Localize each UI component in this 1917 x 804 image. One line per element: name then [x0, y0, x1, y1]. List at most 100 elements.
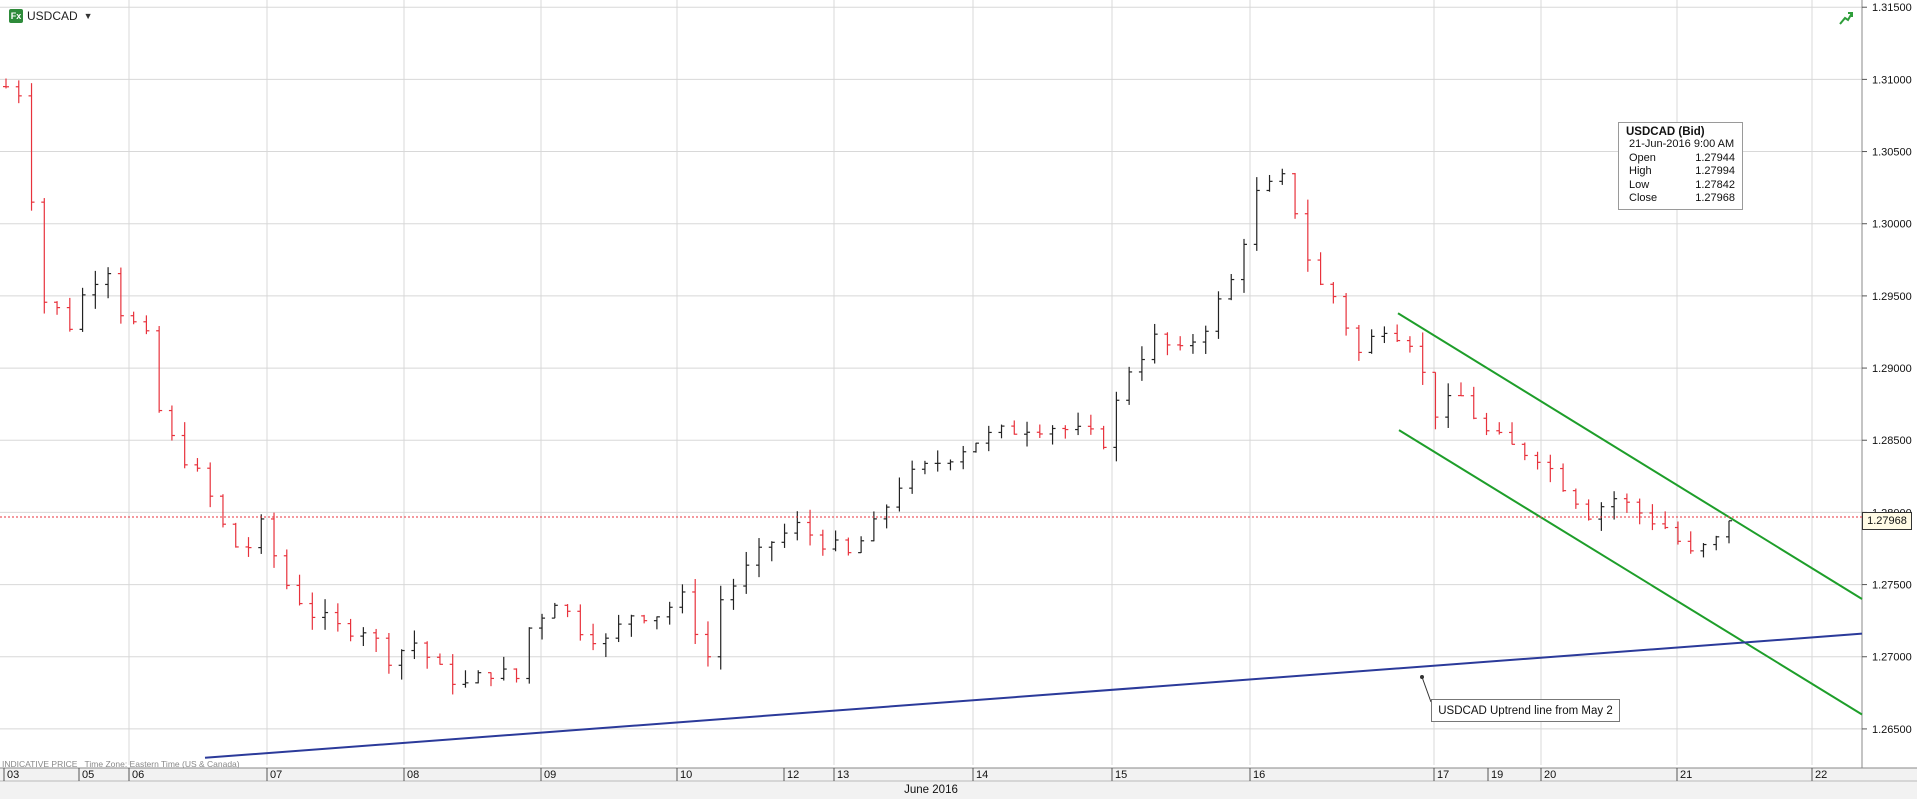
ohlc-bar[interactable]: [832, 530, 839, 552]
channel-lower-line[interactable]: [1398, 429, 1863, 716]
ohlc-bar[interactable]: [577, 604, 584, 641]
ohlc-bar[interactable]: [1343, 293, 1350, 336]
ohlc-bar[interactable]: [360, 627, 367, 647]
ohlc-bar[interactable]: [385, 633, 392, 674]
ohlc-bar[interactable]: [819, 529, 826, 556]
ohlc-bar[interactable]: [105, 267, 112, 299]
ohlc-bar[interactable]: [334, 603, 341, 632]
ohlc-bar[interactable]: [411, 630, 418, 660]
ohlc-bar[interactable]: [972, 442, 979, 453]
uptrend-line[interactable]: [204, 632, 1863, 759]
ohlc-bar[interactable]: [449, 654, 456, 695]
ohlc-bar[interactable]: [641, 614, 648, 624]
uptrend-annotation[interactable]: USDCAD Uptrend line from May 2: [1431, 699, 1620, 722]
ohlc-bar[interactable]: [628, 614, 635, 637]
ohlc-bar[interactable]: [539, 613, 546, 640]
ohlc-bar[interactable]: [1151, 323, 1158, 364]
ohlc-bar[interactable]: [92, 270, 99, 309]
ohlc-bar[interactable]: [998, 424, 1005, 439]
ohlc-bar[interactable]: [1062, 425, 1069, 439]
ohlc-bar[interactable]: [1355, 324, 1362, 361]
ohlc-bar[interactable]: [271, 512, 278, 568]
ohlc-bar[interactable]: [1177, 336, 1184, 351]
ohlc-bar[interactable]: [717, 585, 724, 670]
ohlc-bar[interactable]: [909, 460, 916, 494]
ohlc-bar[interactable]: [870, 511, 877, 542]
ohlc-bar[interactable]: [347, 618, 354, 642]
ohlc-bar[interactable]: [3, 78, 9, 89]
ohlc-bar[interactable]: [373, 628, 380, 653]
ohlc-bar[interactable]: [1266, 174, 1273, 192]
ohlc-bar[interactable]: [1164, 332, 1171, 356]
ohlc-bar[interactable]: [245, 537, 252, 557]
ohlc-bar[interactable]: [1674, 521, 1681, 545]
ohlc-bar[interactable]: [487, 672, 494, 687]
ohlc-bar[interactable]: [781, 523, 788, 548]
symbol-label[interactable]: USDCAD: [27, 9, 78, 23]
ohlc-bar[interactable]: [602, 633, 609, 658]
ohlc-bar[interactable]: [1253, 177, 1260, 251]
ohlc-bar[interactable]: [743, 551, 750, 594]
ohlc-bar[interactable]: [985, 425, 992, 452]
ohlc-bar[interactable]: [1279, 168, 1286, 185]
ohlc-bar[interactable]: [883, 504, 890, 529]
ohlc-bar[interactable]: [921, 460, 928, 475]
ohlc-bar[interactable]: [1087, 414, 1094, 435]
ohlc-bar[interactable]: [28, 83, 35, 211]
ohlc-bar[interactable]: [1036, 424, 1043, 438]
ohlc-bar[interactable]: [794, 511, 801, 541]
ohlc-bar[interactable]: [590, 623, 597, 651]
ohlc-bar[interactable]: [15, 80, 22, 104]
ohlc-bar[interactable]: [934, 450, 941, 472]
ohlc-bar[interactable]: [181, 422, 188, 469]
ohlc-bar[interactable]: [564, 604, 571, 618]
ohlc-bar[interactable]: [322, 599, 329, 630]
ohlc-bar[interactable]: [704, 621, 711, 667]
ohlc-bar[interactable]: [130, 311, 137, 325]
ohlc-bar[interactable]: [692, 579, 699, 645]
ohlc-bar[interactable]: [1406, 336, 1413, 353]
ohlc-bar[interactable]: [1024, 421, 1031, 447]
ohlc-bar[interactable]: [117, 267, 124, 324]
ohlc-bar[interactable]: [768, 541, 775, 562]
ohlc-bar[interactable]: [1611, 491, 1618, 520]
ohlc-bar[interactable]: [666, 601, 673, 625]
ohlc-bar[interactable]: [1470, 386, 1477, 420]
ohlc-bar[interactable]: [258, 514, 265, 554]
ohlc-bar[interactable]: [1138, 346, 1145, 381]
ohlc-bar[interactable]: [1381, 326, 1388, 344]
ohlc-bar[interactable]: [424, 641, 431, 669]
chart-trend-icon[interactable]: [1838, 10, 1854, 26]
ohlc-bar[interactable]: [219, 494, 226, 528]
ohlc-bar[interactable]: [1432, 371, 1439, 430]
ohlc-bar[interactable]: [551, 602, 558, 619]
ohlc-bar[interactable]: [526, 627, 533, 684]
ohlc-bar[interactable]: [283, 549, 290, 590]
ohlc-bar[interactable]: [1330, 282, 1337, 304]
ohlc-bar[interactable]: [807, 509, 814, 546]
channel-upper-line[interactable]: [1397, 312, 1863, 600]
ohlc-bar[interactable]: [1713, 535, 1720, 551]
ohlc-bar[interactable]: [462, 670, 469, 688]
ohlc-bar[interactable]: [1100, 425, 1107, 450]
ohlc-bar[interactable]: [1202, 325, 1209, 354]
ohlc-bar[interactable]: [398, 649, 405, 680]
ohlc-bar[interactable]: [1317, 252, 1324, 286]
ohlc-bar[interactable]: [79, 287, 86, 332]
ohlc-bar[interactable]: [143, 315, 150, 335]
caret-down-icon[interactable]: ▼: [83, 11, 93, 21]
ohlc-bar[interactable]: [1292, 172, 1299, 219]
ohlc-bar[interactable]: [896, 477, 903, 512]
ohlc-bar[interactable]: [960, 445, 967, 470]
ohlc-bar[interactable]: [615, 614, 622, 643]
ohlc-bar[interactable]: [1189, 334, 1196, 354]
ohlc-bar[interactable]: [156, 326, 163, 413]
ohlc-bar[interactable]: [1560, 463, 1567, 492]
ohlc-bar[interactable]: [653, 616, 660, 630]
ohlc-bar[interactable]: [1113, 391, 1120, 462]
ohlc-bar[interactable]: [1215, 291, 1222, 339]
ohlc-bar[interactable]: [296, 574, 303, 606]
ohlc-bar[interactable]: [1126, 366, 1133, 405]
ohlc-bar[interactable]: [845, 537, 852, 556]
